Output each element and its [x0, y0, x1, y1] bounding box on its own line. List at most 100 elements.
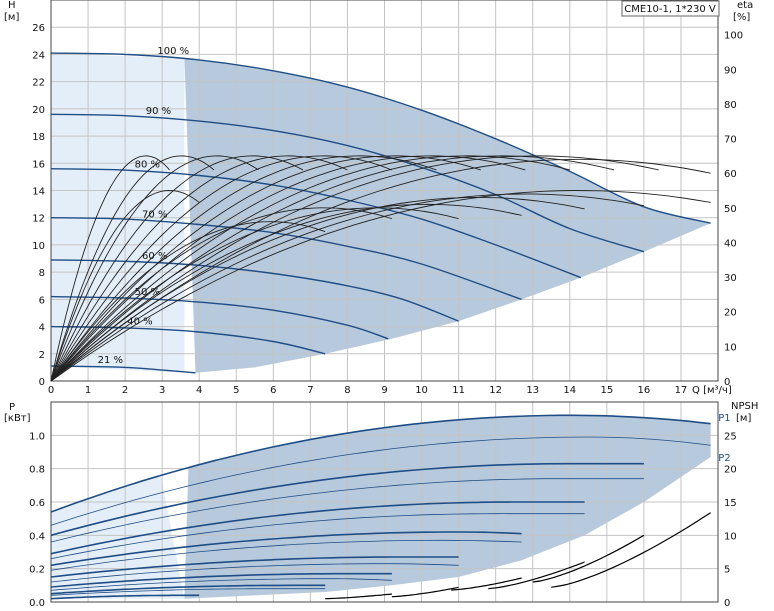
power-curve: [50, 556, 459, 578]
power-curve: [50, 584, 326, 595]
power-curve: [50, 572, 392, 588]
npsh-y-tick-label: 20: [724, 465, 737, 476]
y-right-tick-label: 80: [724, 100, 737, 111]
head-curve-70: [50, 217, 522, 301]
power-curve: [50, 588, 326, 596]
plot-frame: [50, 0, 719, 382]
npsh-axis-unit: [м]: [736, 413, 751, 424]
power-curve: [50, 594, 200, 600]
efficiency-curve: [50, 155, 659, 382]
y-left-tick-label: 0: [39, 377, 45, 388]
efficiency-curves: [50, 155, 711, 382]
y-left-tick-label: 4: [39, 323, 45, 334]
power-curve: [50, 513, 585, 560]
head-curve-60: [50, 259, 459, 322]
efficiency-curve-main: [50, 190, 711, 382]
npsh-curve: [325, 593, 392, 600]
power-y-tick-label: 0.2: [29, 565, 45, 576]
x-tick-label: 3: [159, 385, 165, 396]
power-npsh-panel: P1 P2 0.0 0.2 0.4 0.6 0.8 1.0 0 5 10 15 20 25 P[кВт] N…: [4, 401, 758, 609]
x-tick-label: 12: [489, 385, 502, 396]
x-tick-label: 0: [48, 385, 54, 396]
y-right-tick-label: 50: [724, 204, 737, 215]
y-right-tick-label: 10: [724, 342, 737, 353]
head-axes: 0 1 2 3 4 5 6 7 8 9 10 11 12 13 14 15 16 17 Q [м³/ч]024681…: [4, 0, 753, 396]
npsh-curve: [532, 534, 645, 583]
y-left-tick-label: 12: [32, 214, 45, 225]
y-left-axis-label: H: [8, 0, 16, 11]
efficiency-curve-main: [50, 221, 326, 382]
head-curve-label: 21 %: [98, 355, 123, 366]
y-left-tick-label: 14: [32, 187, 45, 198]
y-right-axis-unit: [%]: [733, 12, 750, 23]
power-y-tick-label: 0.8: [29, 465, 45, 476]
plot-frame: [50, 401, 719, 603]
head-curve-21: [50, 365, 196, 374]
x-tick-label: 11: [452, 385, 465, 396]
x-tick-label: 9: [381, 385, 387, 396]
y-right-tick-label: 0: [724, 377, 730, 388]
x-tick-label: 16: [638, 385, 651, 396]
y-left-tick-label: 24: [32, 50, 45, 61]
power-curve: [50, 478, 644, 543]
y-left-tick-label: 10: [32, 241, 45, 252]
y-left-axis-unit: [м]: [4, 12, 19, 23]
power-curves: P1 P2: [50, 413, 731, 600]
efficiency-curve: [50, 155, 170, 382]
power-y-tick-label: 1.0: [29, 431, 45, 442]
npsh-y-tick-label: 10: [724, 531, 737, 542]
x-tick-label: 13: [526, 385, 539, 396]
power-curve: [50, 578, 392, 591]
x-tick-label: 5: [233, 385, 239, 396]
x-tick-label: 6: [270, 385, 276, 396]
series-label-p2: P2: [718, 453, 730, 464]
power-axes: 0.0 0.2 0.4 0.6 0.8 1.0 0 5 10 15 20 25 P[кВт] NPSH[м…: [4, 401, 758, 609]
efficiency-curve: [50, 155, 304, 382]
head-curve-label: 50 %: [135, 287, 160, 298]
npsh-y-tick-label: 25: [724, 431, 737, 442]
head-curve-50: [50, 295, 389, 340]
npsh-y-tick-label: 0: [724, 598, 730, 609]
power-curve: [50, 501, 585, 555]
power-curve: [50, 414, 711, 513]
x-tick-label: 10: [415, 385, 428, 396]
power-curve: [50, 563, 459, 583]
x-tick-label: 14: [563, 385, 576, 396]
npsh-curve: [391, 586, 459, 598]
efficiency-curve: [50, 155, 437, 382]
x-tick-label: 7: [307, 385, 313, 396]
y-left-tick-label: 18: [32, 132, 45, 143]
npsh-curve: [551, 512, 711, 588]
x-tick-label: 4: [196, 385, 202, 396]
efficiency-curve-main: [50, 207, 459, 382]
y-left-tick-label: 22: [32, 78, 45, 89]
y-right-tick-label: 100: [724, 31, 743, 42]
y-right-tick-label: 90: [724, 65, 737, 76]
y-right-tick-label: 40: [724, 238, 737, 249]
x-tick-label: 17: [675, 385, 688, 396]
efficiency-curve-main: [50, 207, 393, 382]
power-y-tick-label: 0.0: [29, 598, 45, 609]
y-left-tick-label: 6: [39, 295, 45, 306]
model-title: CME10-1, 1*230 V: [624, 4, 716, 15]
head-curve-80: [50, 168, 582, 279]
y-left-tick-label: 2: [39, 350, 45, 361]
y-left-tick-label: 8: [39, 268, 45, 279]
efficiency-curve-main: [50, 193, 644, 382]
power-axis-label: P: [9, 402, 15, 413]
power-operating-band: [184, 415, 711, 599]
power-axis-unit: [кВт]: [4, 413, 31, 424]
npsh-curves: [325, 512, 711, 600]
power-curve: [50, 539, 522, 571]
power-curve: [50, 531, 522, 567]
head-curve-label: 100 %: [157, 46, 189, 57]
light-band-area: [51, 53, 185, 373]
efficiency-curve-main: [50, 196, 585, 382]
x-axis-unit: Q [м³/ч]: [692, 385, 732, 396]
y-right-tick-label: 60: [724, 169, 737, 180]
y-left-tick-label: 20: [32, 105, 45, 116]
power-curve: [50, 436, 711, 526]
power-y-tick-label: 0.4: [29, 531, 45, 542]
